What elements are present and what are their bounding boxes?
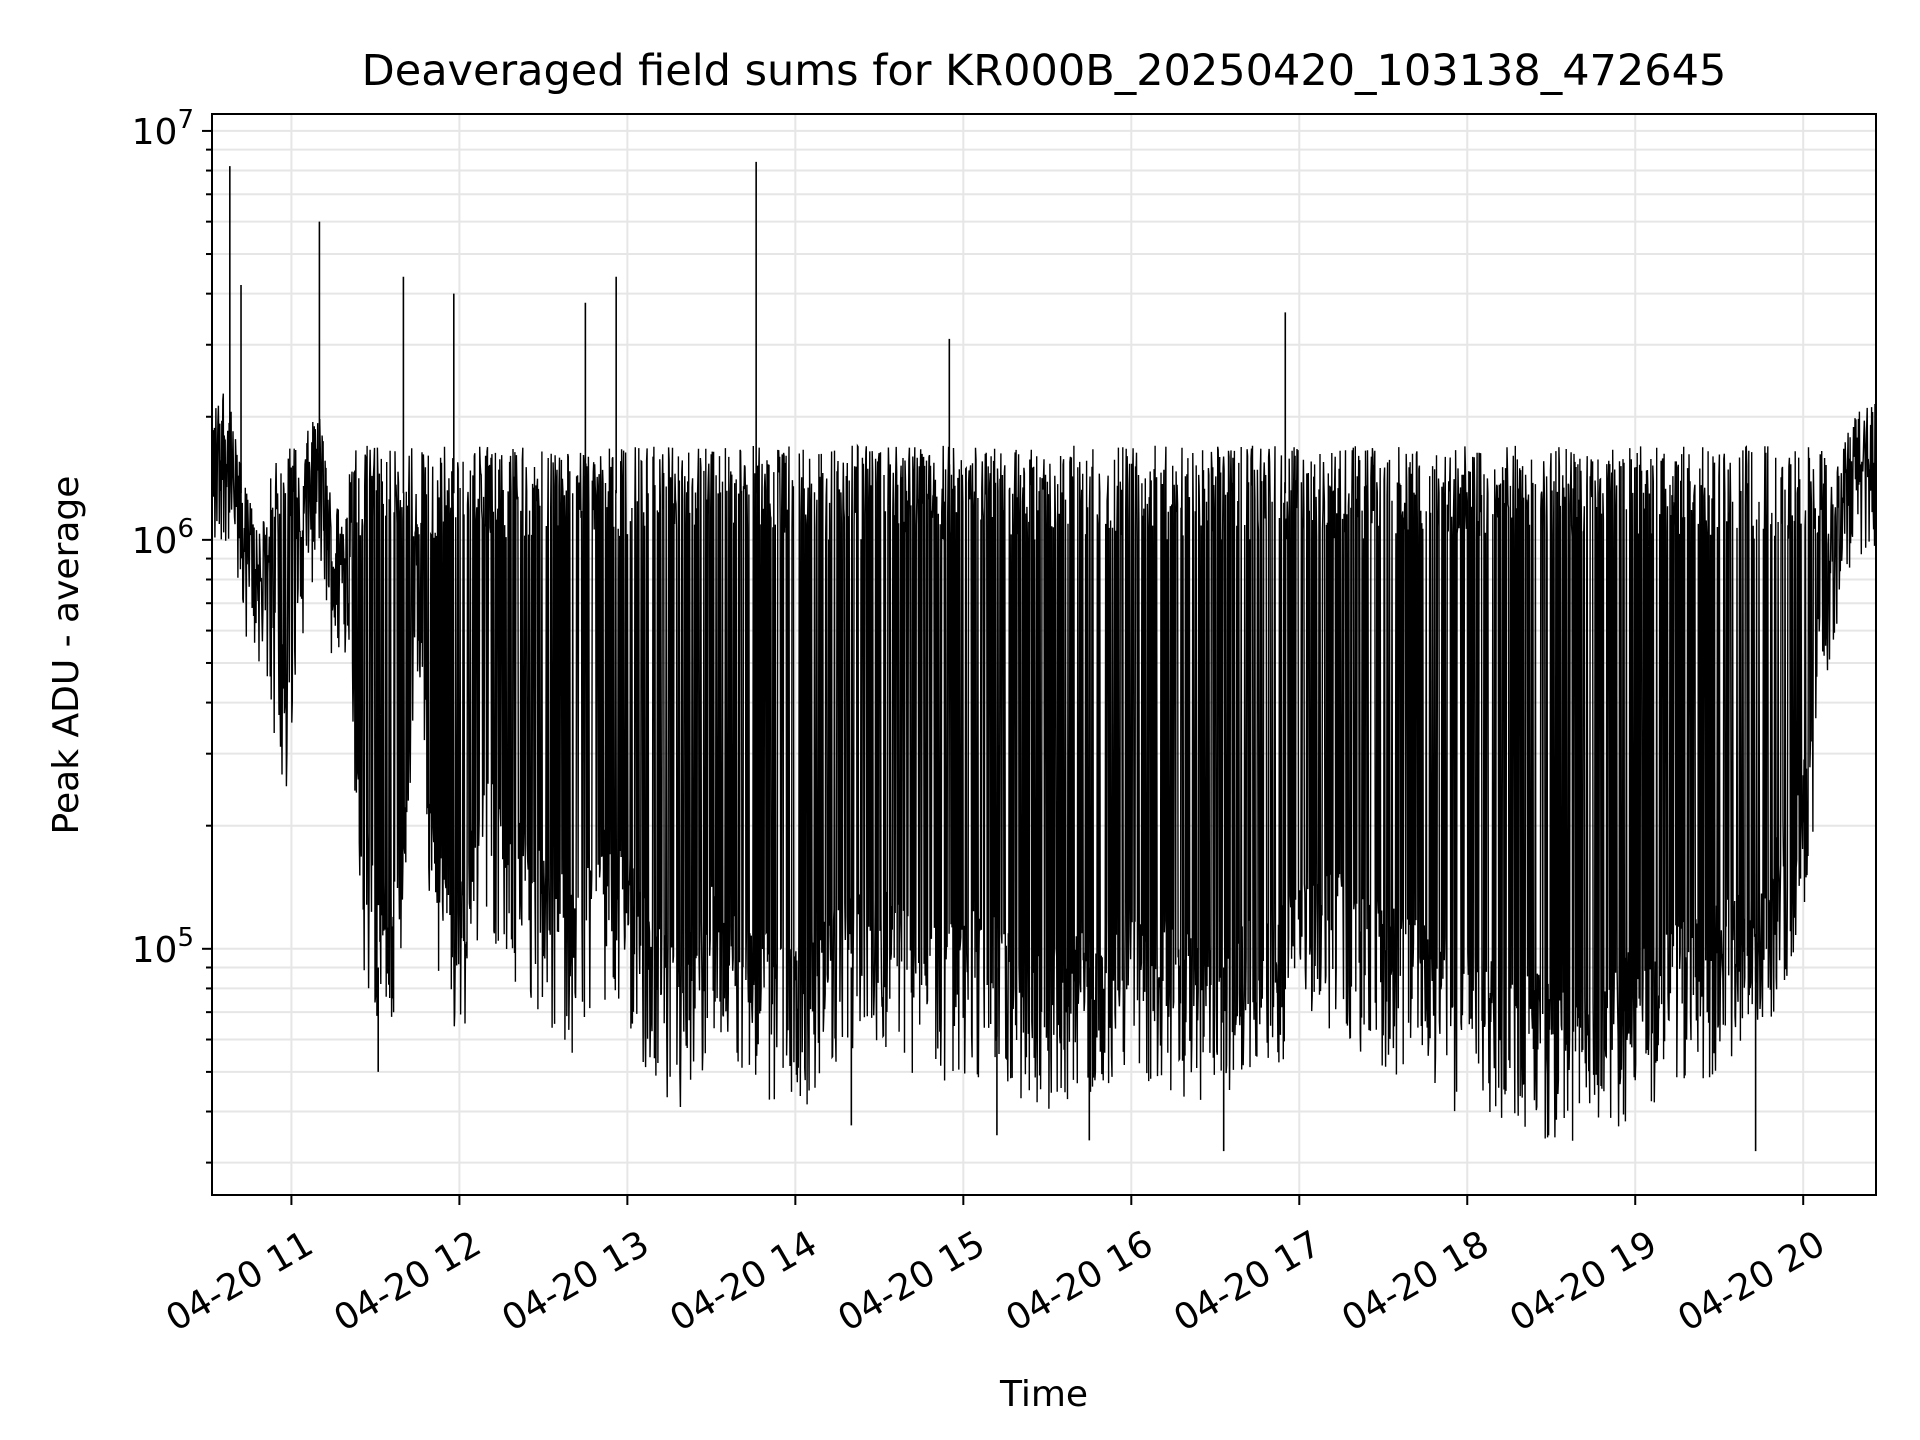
series-layer: [212, 161, 1876, 1152]
series-line: [212, 393, 1876, 1141]
y-axis-label: Peak ADU - average: [46, 476, 87, 835]
plot-area: [212, 161, 1876, 1152]
chart-title: Deaveraged field sums for KR000B_2025042…: [362, 46, 1727, 96]
plot-frame: [211, 113, 1877, 1196]
y-tick-label: 106: [132, 514, 194, 562]
y-tick-label: 105: [132, 923, 194, 971]
y-tick-label: 107: [132, 105, 194, 153]
y-axis-ticks: 105 106 107: [132, 105, 212, 1164]
x-axis-label: Time: [999, 1374, 1088, 1415]
